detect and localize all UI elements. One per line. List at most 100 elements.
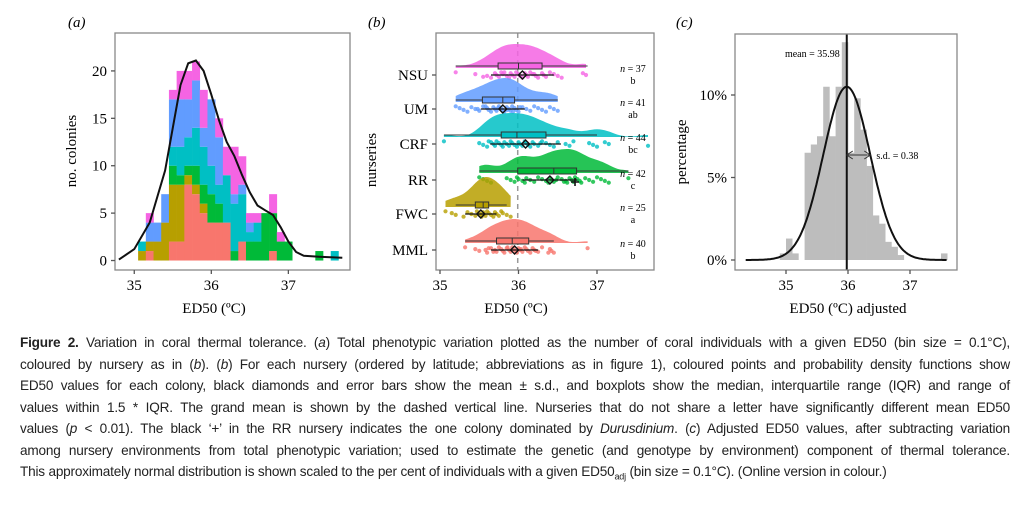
mean-diamond bbox=[497, 104, 508, 114]
group-rr: n = 42c bbox=[477, 149, 646, 192]
data-point bbox=[504, 176, 509, 181]
data-point bbox=[481, 74, 486, 79]
boxplot-box bbox=[517, 167, 578, 175]
data-point bbox=[551, 250, 556, 255]
bar-mml bbox=[199, 213, 208, 261]
mean-diamond bbox=[509, 245, 520, 255]
density-crf bbox=[443, 113, 648, 137]
data-point bbox=[477, 175, 482, 180]
data-point bbox=[443, 209, 448, 214]
data-point bbox=[547, 70, 553, 75]
data-point bbox=[469, 105, 474, 110]
bar-mml bbox=[222, 222, 231, 261]
boxplot-box bbox=[481, 96, 516, 104]
bar-mml bbox=[145, 251, 154, 261]
n-label: n = 25 bbox=[620, 203, 646, 214]
bar-fwc bbox=[176, 184, 185, 242]
density-fwc bbox=[445, 177, 511, 207]
data-point bbox=[441, 139, 447, 144]
panel-a: (a) 0 5 10 15 20 35 36 37 ED50 (ºC) no. coloni… bbox=[64, 15, 351, 317]
data-point bbox=[528, 250, 533, 255]
bar-crf bbox=[330, 251, 339, 261]
histogram-bar bbox=[804, 152, 812, 260]
data-point bbox=[536, 175, 541, 180]
data-point bbox=[514, 144, 520, 149]
bar-um bbox=[199, 127, 208, 147]
data-point bbox=[453, 104, 458, 109]
significance-letter: bc bbox=[628, 145, 638, 156]
data-point bbox=[602, 140, 607, 145]
y-tick-label: 0 bbox=[100, 254, 108, 270]
data-point bbox=[486, 139, 491, 144]
figure-caption: Figure 2. Variation in coral thermal tol… bbox=[20, 332, 1010, 488]
y-tick-label-rr: RR bbox=[408, 173, 428, 189]
data-point bbox=[465, 109, 470, 114]
bar-rr bbox=[269, 213, 278, 252]
group-fwc: n = 25a bbox=[443, 177, 646, 226]
panel-a-density-curve bbox=[118, 59, 343, 261]
bar-nsu bbox=[199, 89, 208, 128]
bar-rr bbox=[276, 241, 285, 261]
panel-b-y-label: nurseries bbox=[364, 133, 380, 187]
n-label: n = 42 bbox=[620, 169, 646, 180]
bar-nsu bbox=[222, 146, 231, 176]
bar-mml bbox=[192, 194, 201, 261]
group-nsu: n = 37b bbox=[453, 44, 646, 87]
data-point bbox=[506, 143, 512, 148]
bar-crf bbox=[238, 194, 247, 242]
significance-letter: a bbox=[631, 215, 636, 226]
data-point bbox=[502, 250, 507, 255]
bar-crf bbox=[176, 146, 185, 176]
data-point bbox=[516, 177, 521, 182]
boxplot-box bbox=[497, 62, 543, 70]
bar-nsu bbox=[245, 213, 254, 223]
bar-nsu bbox=[145, 213, 154, 223]
data-point bbox=[536, 143, 541, 148]
x-tick-label: 37 bbox=[281, 278, 297, 294]
caption-line: ED50 values for each colony, black diamo… bbox=[20, 378, 1010, 393]
y-tick-label: 0% bbox=[707, 253, 727, 269]
panel-b-x-label: ED50 (ºC) bbox=[484, 301, 547, 317]
bar-rr bbox=[199, 184, 208, 204]
data-point bbox=[594, 144, 600, 149]
y-tick-label: 10% bbox=[700, 88, 728, 104]
histogram-bar bbox=[835, 86, 843, 260]
data-point bbox=[528, 108, 533, 113]
bar-crf bbox=[230, 203, 239, 252]
bar-nsu bbox=[168, 89, 177, 100]
data-point bbox=[473, 213, 478, 218]
x-tick-label: 37 bbox=[903, 278, 919, 294]
data-point bbox=[536, 75, 541, 80]
data-point bbox=[453, 212, 458, 217]
panel-c-y-axis: 0% 5% 10% bbox=[700, 88, 735, 269]
histogram-bar bbox=[829, 136, 836, 260]
data-point bbox=[505, 245, 510, 250]
bar-rr bbox=[284, 241, 293, 261]
data-point bbox=[483, 247, 488, 253]
data-point bbox=[590, 179, 596, 184]
density-mml bbox=[465, 219, 588, 243]
data-point bbox=[555, 108, 560, 113]
boxplot-box bbox=[474, 201, 490, 209]
panel-c-y-label: percentage bbox=[674, 119, 690, 184]
bar-crf bbox=[207, 165, 216, 195]
data-point bbox=[587, 177, 592, 183]
bar-fwc bbox=[184, 175, 193, 185]
data-point bbox=[551, 144, 556, 149]
data-point bbox=[463, 245, 468, 250]
bar-fwc bbox=[199, 203, 208, 214]
bar-crf bbox=[222, 175, 231, 223]
panel-c-x-axis: 35 36 37 bbox=[779, 270, 919, 294]
bar-rr bbox=[207, 194, 216, 223]
x-tick-label: 37 bbox=[590, 278, 606, 294]
histogram-bar bbox=[848, 152, 855, 260]
data-point bbox=[522, 180, 527, 185]
data-point bbox=[485, 73, 490, 78]
panel-a-x-label: ED50 (ºC) bbox=[182, 301, 245, 317]
x-tick-label: 36 bbox=[511, 278, 527, 294]
bar-um bbox=[245, 222, 254, 233]
significance-letter: c bbox=[631, 181, 636, 192]
bar-nsu bbox=[276, 232, 285, 242]
data-point bbox=[457, 106, 462, 111]
